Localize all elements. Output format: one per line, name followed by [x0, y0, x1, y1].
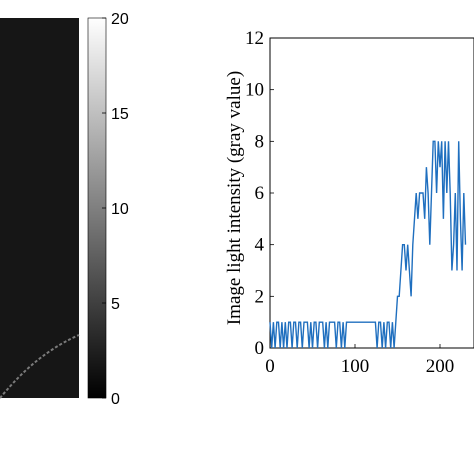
line-chart-panel: Image light intensity (gray value) 0 100 2…	[224, 28, 474, 377]
heatmap-image	[0, 18, 79, 398]
x-tick-label: 100	[341, 356, 370, 377]
y-tick-label: 4	[255, 235, 265, 256]
colorbar-tick-label: 5	[111, 296, 120, 313]
colorbar-tick-label: 20	[111, 11, 129, 28]
x-tick-label: 0	[265, 356, 275, 377]
colorbar-tick-label: 10	[111, 201, 129, 218]
y-tick-label: 0	[255, 338, 265, 359]
x-tick-label: 200	[426, 356, 455, 377]
colorbar-tick-label: 0	[111, 391, 120, 408]
y-tick-label: 12	[245, 28, 264, 49]
y-axis: 0 2 4 6 8 10 12	[245, 28, 274, 359]
series-line	[269, 140, 467, 349]
y-tick-label: 10	[245, 80, 264, 101]
x-axis: 0 100 200	[265, 344, 454, 377]
y-tick-label: 2	[255, 286, 265, 307]
colorbar-ticks: 20 15 10 5 0	[102, 11, 129, 408]
colorbar-tick-label: 15	[111, 106, 129, 123]
y-tick-label: 8	[255, 131, 265, 152]
y-tick-label: 6	[255, 183, 265, 204]
y-axis-label: Image light intensity (gray value)	[224, 71, 245, 325]
heatmap-panel: 20 15 10 5 0	[0, 11, 129, 408]
